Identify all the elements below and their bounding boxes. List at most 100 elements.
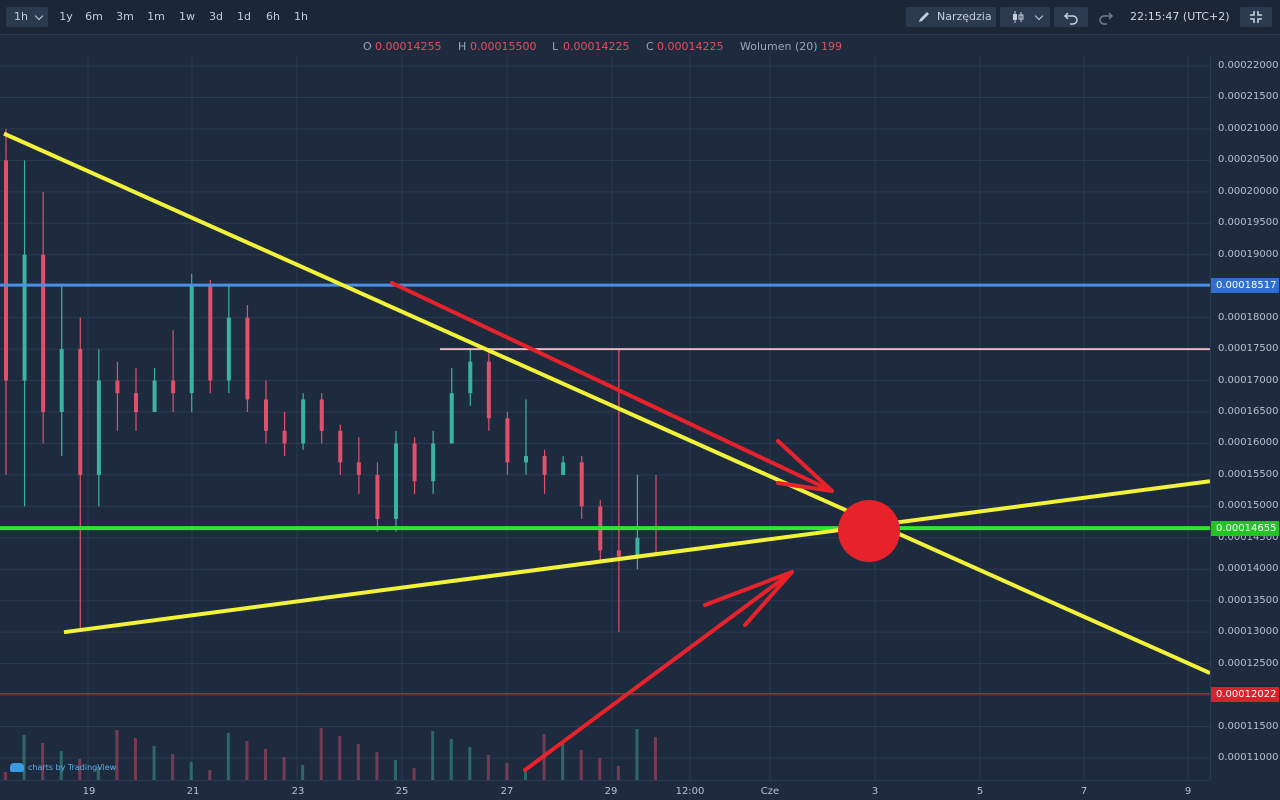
red-arrow-up-head[interactable] bbox=[703, 570, 794, 627]
range-1y-button[interactable]: 1y bbox=[59, 10, 73, 23]
range-6h-button[interactable]: 6h bbox=[266, 10, 280, 23]
volume-bar bbox=[226, 733, 230, 780]
candle-body bbox=[41, 254, 46, 412]
candle-body bbox=[115, 380, 120, 394]
price-tick-label: 0.00015000 bbox=[1218, 500, 1279, 512]
candle-body bbox=[78, 349, 83, 475]
resistance-price-tag: 0.00018517 bbox=[1211, 278, 1279, 294]
price-tick-label: 0.00016000 bbox=[1218, 437, 1279, 449]
candle-body bbox=[189, 286, 194, 394]
candle-body bbox=[468, 361, 473, 394]
volume-label: Wolumen (20) bbox=[740, 40, 818, 53]
time-tick-label: 7 bbox=[1080, 786, 1088, 797]
red-arrow-down-shaft[interactable] bbox=[390, 281, 834, 493]
candle-body bbox=[301, 399, 306, 444]
volume-bar bbox=[208, 770, 212, 780]
drawing-tools-label: Narzędzia bbox=[937, 10, 992, 23]
interval-selector[interactable]: 1h bbox=[6, 7, 48, 27]
volume-bar bbox=[598, 758, 602, 780]
price-tick-label: 0.00011000 bbox=[1218, 752, 1279, 763]
candle-body bbox=[616, 550, 621, 557]
volume-bar bbox=[189, 762, 193, 780]
candle-body bbox=[4, 160, 8, 381]
time-tick-label: 12:00 bbox=[675, 786, 705, 797]
price-tick-label: 0.00015500 bbox=[1218, 468, 1279, 480]
candle-body bbox=[375, 474, 380, 519]
tradingview-brand[interactable]: charts by TradingView bbox=[10, 763, 116, 772]
brand-label: charts by TradingView bbox=[28, 763, 117, 772]
volume-bar bbox=[449, 739, 453, 780]
volume-bar bbox=[505, 763, 509, 780]
undo-icon bbox=[1063, 12, 1078, 25]
open-value: 0.00014255 bbox=[375, 40, 442, 53]
top-toolbar: 1h 1y 6m 3m 1m 1w 3d 1d 6h 1h Narzędzia bbox=[0, 0, 1280, 35]
candle-body bbox=[264, 399, 268, 431]
price-tick-label: 0.00017500 bbox=[1218, 343, 1279, 355]
candle-body bbox=[22, 254, 27, 381]
trend-line[interactable] bbox=[3, 131, 1210, 675]
time-tick-label: 9 bbox=[1184, 786, 1192, 797]
range-1w-button[interactable]: 1w bbox=[179, 10, 195, 23]
volume-bar bbox=[468, 747, 472, 780]
candle-body bbox=[338, 430, 343, 463]
candle-body bbox=[486, 361, 491, 419]
time-tick-label: 19 bbox=[82, 786, 96, 797]
pencil-icon bbox=[919, 12, 929, 22]
high-label: H bbox=[458, 40, 467, 53]
redo-button[interactable] bbox=[1094, 7, 1118, 27]
time-tick-label: 5 bbox=[976, 786, 984, 797]
volume-bar bbox=[654, 737, 657, 780]
price-tick-label: 0.00011500 bbox=[1218, 720, 1279, 732]
range-3m-button[interactable]: 3m bbox=[116, 10, 134, 23]
candle-body bbox=[394, 443, 398, 519]
volume-bar bbox=[486, 755, 490, 780]
volume-bar bbox=[245, 741, 249, 780]
time-tick-label: 25 bbox=[395, 786, 409, 797]
interval-label: 1h bbox=[14, 10, 28, 23]
time-axis[interactable]: 19 21 23 25 27 29 12:00 Cze 3 5 7 9 bbox=[0, 780, 1210, 800]
price-tick-label: 0.00017000 bbox=[1218, 374, 1279, 386]
candle-body bbox=[152, 380, 157, 412]
price-tick-label: 0.00019000 bbox=[1218, 248, 1279, 260]
fullscreen-exit-icon bbox=[1250, 11, 1262, 23]
volume-bar bbox=[264, 749, 267, 780]
low-price-tag: 0.00012022 bbox=[1211, 686, 1279, 702]
undo-button[interactable] bbox=[1054, 7, 1088, 27]
candle-body bbox=[59, 349, 64, 412]
range-6m-button[interactable]: 6m bbox=[85, 10, 103, 23]
price-tick-label: 0.00012500 bbox=[1218, 657, 1279, 669]
fullscreen-button[interactable] bbox=[1240, 7, 1272, 27]
close-label: C bbox=[646, 40, 654, 53]
price-tick-label: 0.00021000 bbox=[1218, 122, 1279, 134]
volume-bar bbox=[115, 730, 119, 780]
range-1h-button[interactable]: 1h bbox=[294, 10, 308, 23]
volume-bar bbox=[431, 731, 435, 780]
volume-bar bbox=[96, 767, 100, 780]
range-3d-button[interactable]: 3d bbox=[209, 10, 223, 23]
volume-bar bbox=[338, 736, 342, 780]
candle-body bbox=[431, 443, 436, 482]
support-price-tag: 0.00014655 bbox=[1211, 521, 1279, 537]
low-label: L bbox=[552, 40, 559, 53]
volume-bar bbox=[282, 757, 286, 780]
time-tick-label: 23 bbox=[291, 786, 305, 797]
red-arrow-up-shaft[interactable] bbox=[523, 570, 794, 772]
candle-body bbox=[134, 393, 138, 412]
candle-body bbox=[356, 462, 361, 475]
price-tick-label: 0.00021500 bbox=[1218, 91, 1279, 103]
range-1d-button[interactable]: 1d bbox=[237, 10, 251, 23]
volume-bar bbox=[524, 771, 527, 780]
volume-bar bbox=[375, 752, 379, 780]
convergence-marker[interactable] bbox=[838, 500, 900, 562]
tradingview-cloud-icon bbox=[10, 763, 24, 772]
candle-body bbox=[542, 456, 547, 475]
red-arrow-down-head[interactable] bbox=[776, 439, 834, 493]
drawing-tools-button[interactable]: Narzędzia bbox=[906, 7, 996, 27]
chart-type-button[interactable] bbox=[1000, 7, 1050, 27]
candle-body bbox=[524, 456, 528, 463]
price-axis[interactable]: 0.00022000 0.00021500 0.00021000 0.00020500… bbox=[1210, 56, 1280, 780]
range-1m-button[interactable]: 1m bbox=[147, 10, 165, 23]
trend-line[interactable] bbox=[63, 479, 1210, 635]
price-tick-label: 0.00019500 bbox=[1218, 217, 1279, 229]
price-chart[interactable] bbox=[0, 0, 1210, 780]
